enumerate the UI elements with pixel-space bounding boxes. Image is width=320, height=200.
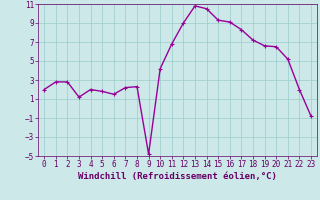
X-axis label: Windchill (Refroidissement éolien,°C): Windchill (Refroidissement éolien,°C) — [78, 172, 277, 181]
